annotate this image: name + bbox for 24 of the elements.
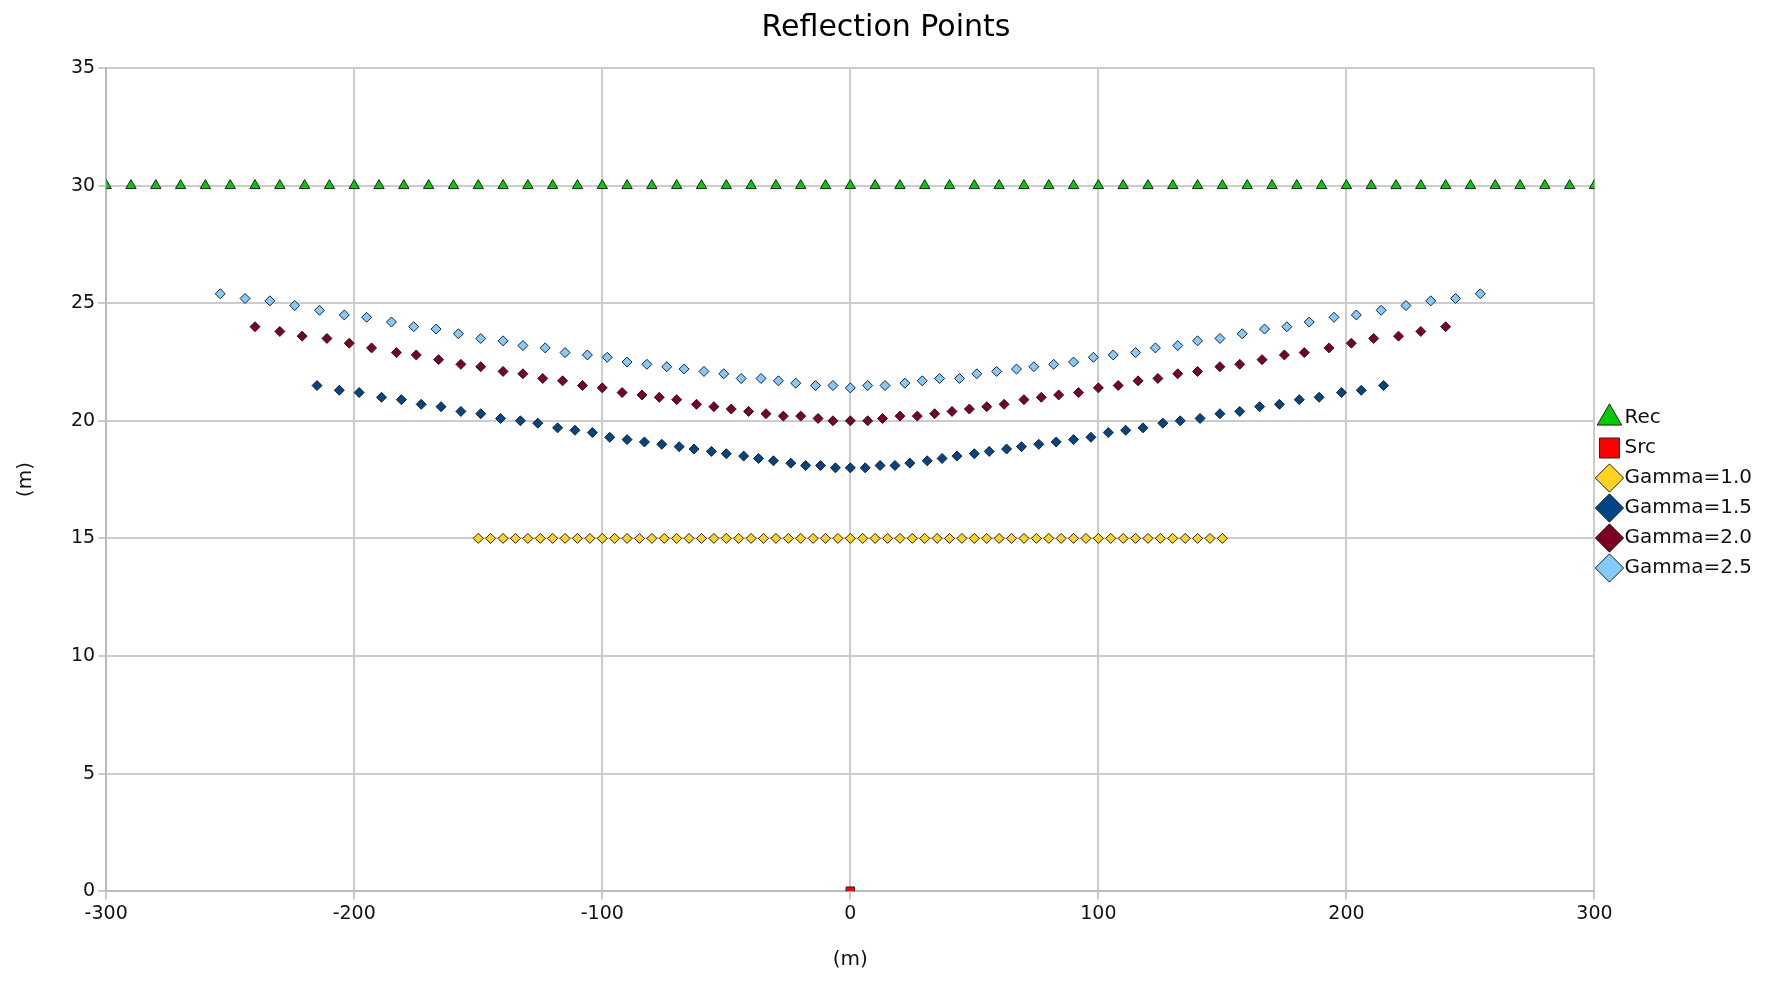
y-tick-label: 35 [70, 54, 96, 77]
y-axis-title: (m) [12, 462, 37, 498]
y-tick-label: 5 [83, 760, 96, 783]
x-tick-label: -200 [332, 900, 376, 923]
y-tick-label: 25 [70, 290, 96, 313]
x-tick-label: 200 [1328, 900, 1365, 923]
x-axis-title: (m) [832, 946, 868, 971]
y-tick-label: 15 [70, 525, 96, 548]
x-tick-label: -100 [580, 900, 624, 923]
legend-label: Gamma=1.5 [1624, 494, 1753, 519]
x-tick-label: -300 [84, 900, 128, 923]
legend-label: Rec [1624, 404, 1661, 429]
y-tick-label: 0 [83, 878, 96, 901]
x-tick-label: 0 [844, 900, 857, 923]
y-tick-label: 20 [70, 407, 96, 430]
y-tick-label: 30 [70, 172, 96, 195]
legend-label: Src [1624, 434, 1656, 459]
legend-label: Gamma=1.0 [1624, 464, 1753, 489]
chart-title: Reflection Points [761, 7, 1011, 43]
legend-label: Gamma=2.5 [1624, 554, 1753, 579]
x-tick-label: 300 [1576, 900, 1613, 923]
y-tick-label: 10 [70, 642, 96, 665]
x-tick-label: 100 [1080, 900, 1117, 923]
legend-label: Gamma=2.0 [1624, 524, 1753, 549]
